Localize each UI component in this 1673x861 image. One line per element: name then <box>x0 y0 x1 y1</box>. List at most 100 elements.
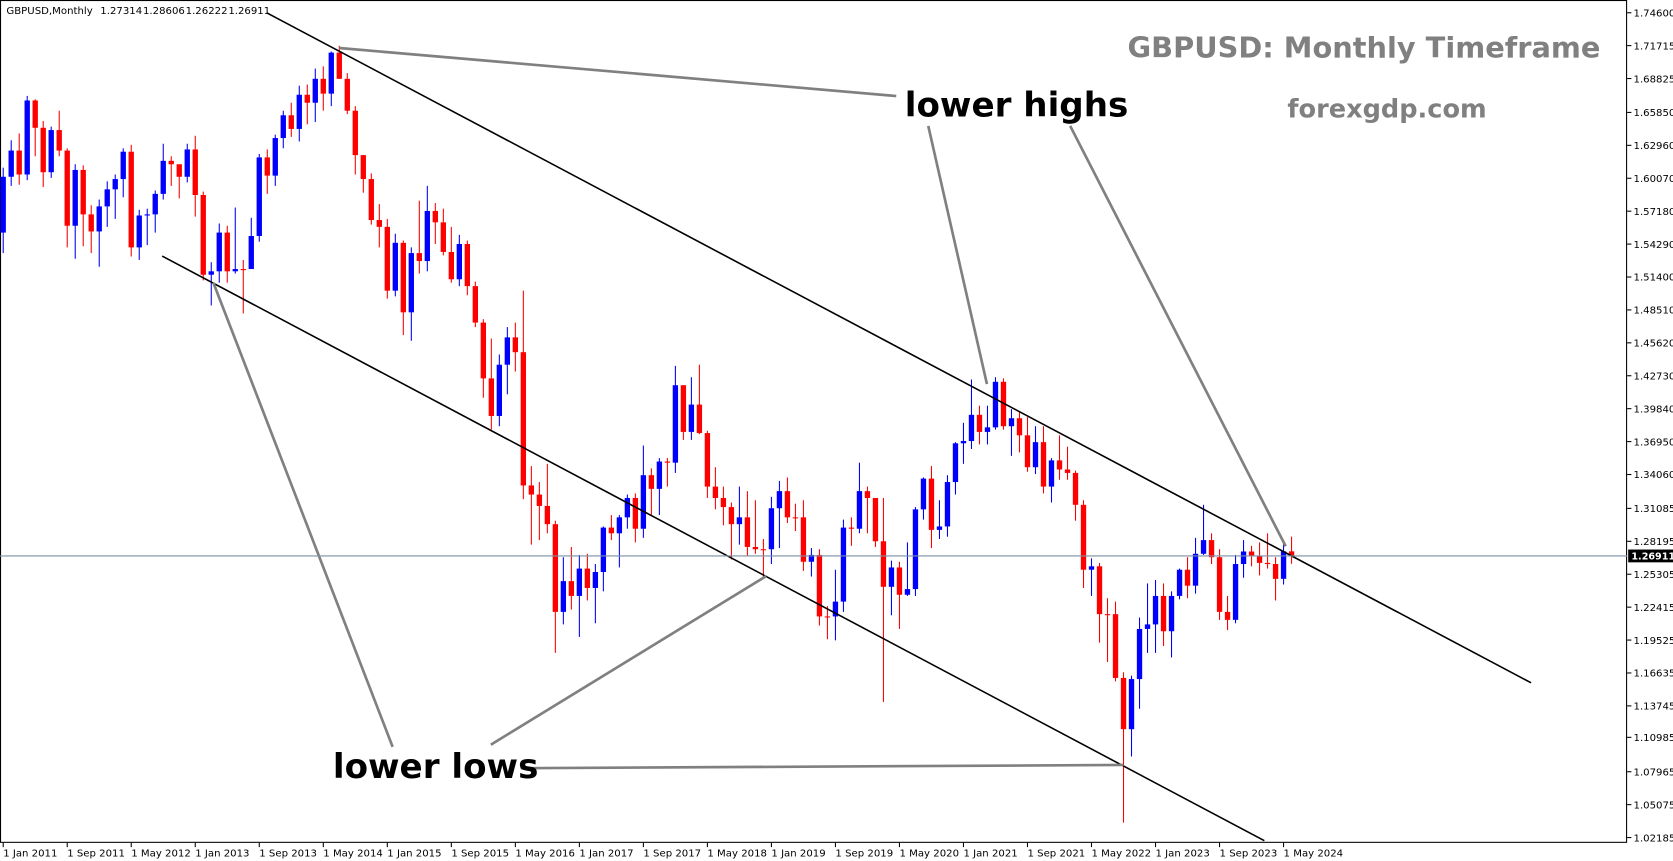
candle-body <box>1008 418 1015 427</box>
x-tick-label: 1 Sep 2023 <box>1220 849 1278 860</box>
chart-title: GBPUSD: Monthly Timeframe <box>1128 31 1601 65</box>
candle-body <box>280 115 286 139</box>
candle-body <box>472 286 478 323</box>
candle-body <box>1056 460 1063 470</box>
candle-body <box>448 251 454 280</box>
candle-body <box>464 243 470 287</box>
candle-body <box>1192 553 1199 586</box>
candle-body <box>520 352 527 486</box>
candle-body <box>728 507 735 525</box>
y-tick-label: 1.57180 <box>1634 207 1673 218</box>
candle-body <box>560 581 567 612</box>
y-tick-label: 1.65850 <box>1634 108 1673 119</box>
candle-body <box>1208 540 1215 558</box>
candle-body <box>648 475 655 489</box>
candle-body <box>480 322 487 379</box>
candle-body <box>960 441 967 444</box>
candle-body <box>1080 504 1087 570</box>
x-tick-label: 1 Jan 2021 <box>963 849 1017 860</box>
candle-body <box>720 497 727 508</box>
candle-body <box>1176 569 1183 596</box>
y-tick-label: 1.68825 <box>1634 74 1673 85</box>
y-tick-label: 1.51400 <box>1634 273 1673 284</box>
candle-body <box>1216 557 1223 612</box>
candle-body <box>872 497 879 542</box>
candle-body <box>248 236 254 270</box>
candle-body <box>152 193 158 215</box>
candle-body <box>0 176 6 233</box>
candle-body <box>128 151 134 248</box>
y-tick-label: 1.60070 <box>1634 174 1673 185</box>
candle-body <box>400 242 406 313</box>
candle-body <box>792 517 799 519</box>
y-tick-label: 1.54290 <box>1634 240 1673 251</box>
candle-body <box>296 94 302 129</box>
candle-body <box>1280 551 1287 579</box>
candle-body <box>24 100 30 175</box>
candle-body <box>488 378 495 416</box>
connector <box>926 125 989 385</box>
candle-body <box>952 443 959 483</box>
candle-body <box>208 271 214 275</box>
candle-body <box>744 517 751 547</box>
x-tick-label: 1 May 2018 <box>707 849 767 860</box>
candle-body <box>1096 566 1103 615</box>
candle-body <box>144 214 150 216</box>
candle-body <box>1040 442 1047 487</box>
x-tick-label: 1 May 2022 <box>1092 849 1152 860</box>
candle-body <box>264 157 270 176</box>
annotation: lower highs <box>905 85 1129 125</box>
candle-body <box>456 243 462 280</box>
candle-body <box>680 385 687 432</box>
candle-body <box>384 226 390 291</box>
chart-subtitle: forexgdp.com <box>1287 94 1486 124</box>
candle-body <box>600 527 607 573</box>
candle-body <box>272 138 278 176</box>
candle-body <box>704 433 711 487</box>
y-tick-label: 1.36950 <box>1634 437 1673 448</box>
candle-body <box>1112 614 1119 678</box>
candle-body <box>136 215 142 248</box>
candle-body <box>536 494 543 506</box>
candle-body <box>992 381 999 428</box>
candle-body <box>944 482 951 527</box>
x-tick-label: 1 Sep 2015 <box>451 849 509 860</box>
connector <box>520 763 1124 770</box>
candle-body <box>936 526 943 530</box>
candle-body <box>1224 611 1231 620</box>
price-label: 1.26911 <box>1631 552 1673 563</box>
candle-body <box>896 567 903 595</box>
candle-body <box>8 150 14 177</box>
x-tick-label: 1 May 2014 <box>323 849 383 860</box>
candle-body <box>840 527 847 602</box>
candle-body <box>240 269 246 271</box>
candle-body <box>224 232 230 272</box>
x-tick-label: 1 May 2016 <box>515 849 575 860</box>
candle-body <box>1032 442 1039 468</box>
candle-body <box>608 527 615 534</box>
candle-body <box>120 151 126 180</box>
candle-body <box>32 100 38 128</box>
candle-body <box>328 52 334 94</box>
candle-body <box>88 214 94 232</box>
candle-body <box>888 567 895 587</box>
candle-body <box>912 509 919 590</box>
candle-body <box>1088 566 1095 570</box>
candle-body <box>512 337 519 353</box>
candle-body <box>72 169 78 226</box>
y-tick-label: 1.16635 <box>1634 669 1673 680</box>
candle-body <box>616 517 623 534</box>
candle-body <box>216 232 222 272</box>
candle-body <box>984 427 991 432</box>
candle-body <box>568 581 575 596</box>
x-tick-label: 1 Sep 2013 <box>259 849 317 860</box>
candle-body <box>104 189 110 207</box>
candle-body <box>256 157 262 237</box>
candle-body <box>752 546 759 550</box>
candle-body <box>760 549 767 551</box>
candle-body <box>440 222 446 252</box>
candle-body <box>1152 595 1159 625</box>
candle-body <box>672 385 679 463</box>
candle-body <box>1104 614 1111 616</box>
candle-body <box>1256 556 1263 563</box>
